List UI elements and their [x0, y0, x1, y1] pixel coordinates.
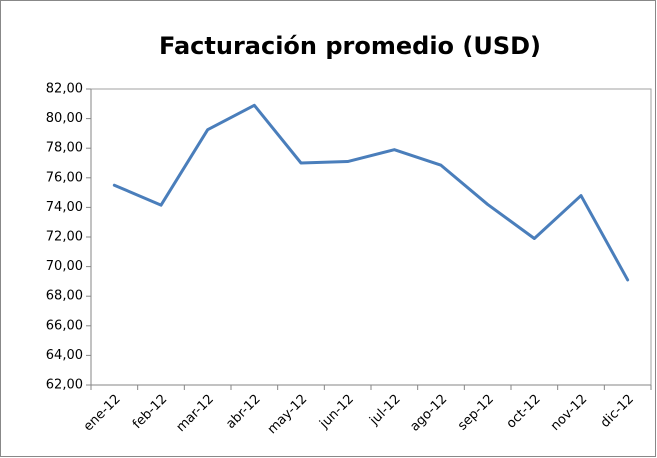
y-tick-label: 74,00	[46, 200, 83, 215]
data-line	[112, 103, 630, 282]
y-tick-label: 76,00	[46, 170, 83, 185]
y-tick-label: 66,00	[46, 318, 83, 333]
y-tick-label: 62,00	[46, 378, 83, 393]
chart-title: Facturación promedio (USD)	[159, 32, 541, 60]
y-tick-label: 82,00	[46, 82, 83, 97]
y-tick-label: 70,00	[46, 259, 83, 274]
y-tick-label: 80,00	[46, 111, 83, 126]
y-tick-label: 78,00	[46, 141, 83, 156]
y-tick-label: 64,00	[46, 348, 83, 363]
y-tick-label: 68,00	[46, 289, 83, 304]
y-tick-label: 72,00	[46, 230, 83, 245]
